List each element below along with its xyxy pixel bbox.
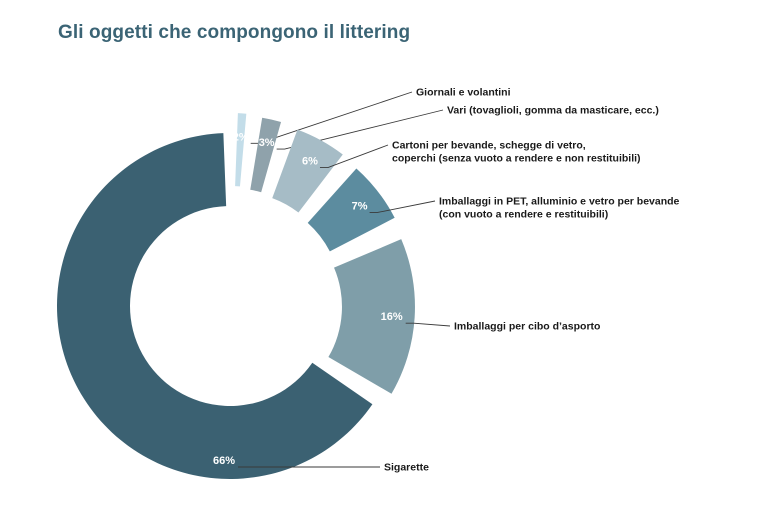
donut-slice xyxy=(250,117,282,193)
slice-percent-label: 16% xyxy=(381,311,403,323)
leader-line xyxy=(319,144,389,168)
slice-percent-label: 3% xyxy=(259,137,275,149)
donut-slice xyxy=(272,129,343,213)
donut-slice xyxy=(235,113,247,187)
donut-slice xyxy=(328,239,415,394)
slice-percent-label: 2% xyxy=(233,131,249,143)
slice-category-label: Vari (tovaglioli, gomma da masticare, ec… xyxy=(447,105,659,117)
chart-title: Gli oggetti che compongono il littering xyxy=(58,22,411,43)
slice-percent-label: 66% xyxy=(213,455,235,467)
donut-slice xyxy=(56,133,373,480)
donut-slice xyxy=(307,168,395,252)
slice-category-label: Sigarette xyxy=(384,462,429,474)
slice-category-label: Giornali e volantini xyxy=(416,87,511,99)
slice-percent-label: 6% xyxy=(302,156,318,168)
slice-category-label: Cartoni per bevande, schegge di vetro, co… xyxy=(392,140,641,165)
slice-category-label: Imballaggi per cibo d’asporto xyxy=(454,321,600,333)
leader-line xyxy=(369,200,436,213)
leader-line xyxy=(276,109,444,150)
slice-category-label: Imballaggi in PET, alluminio e vetro per… xyxy=(439,196,680,221)
leader-line xyxy=(405,322,451,327)
slice-percent-label: 7% xyxy=(352,200,368,212)
